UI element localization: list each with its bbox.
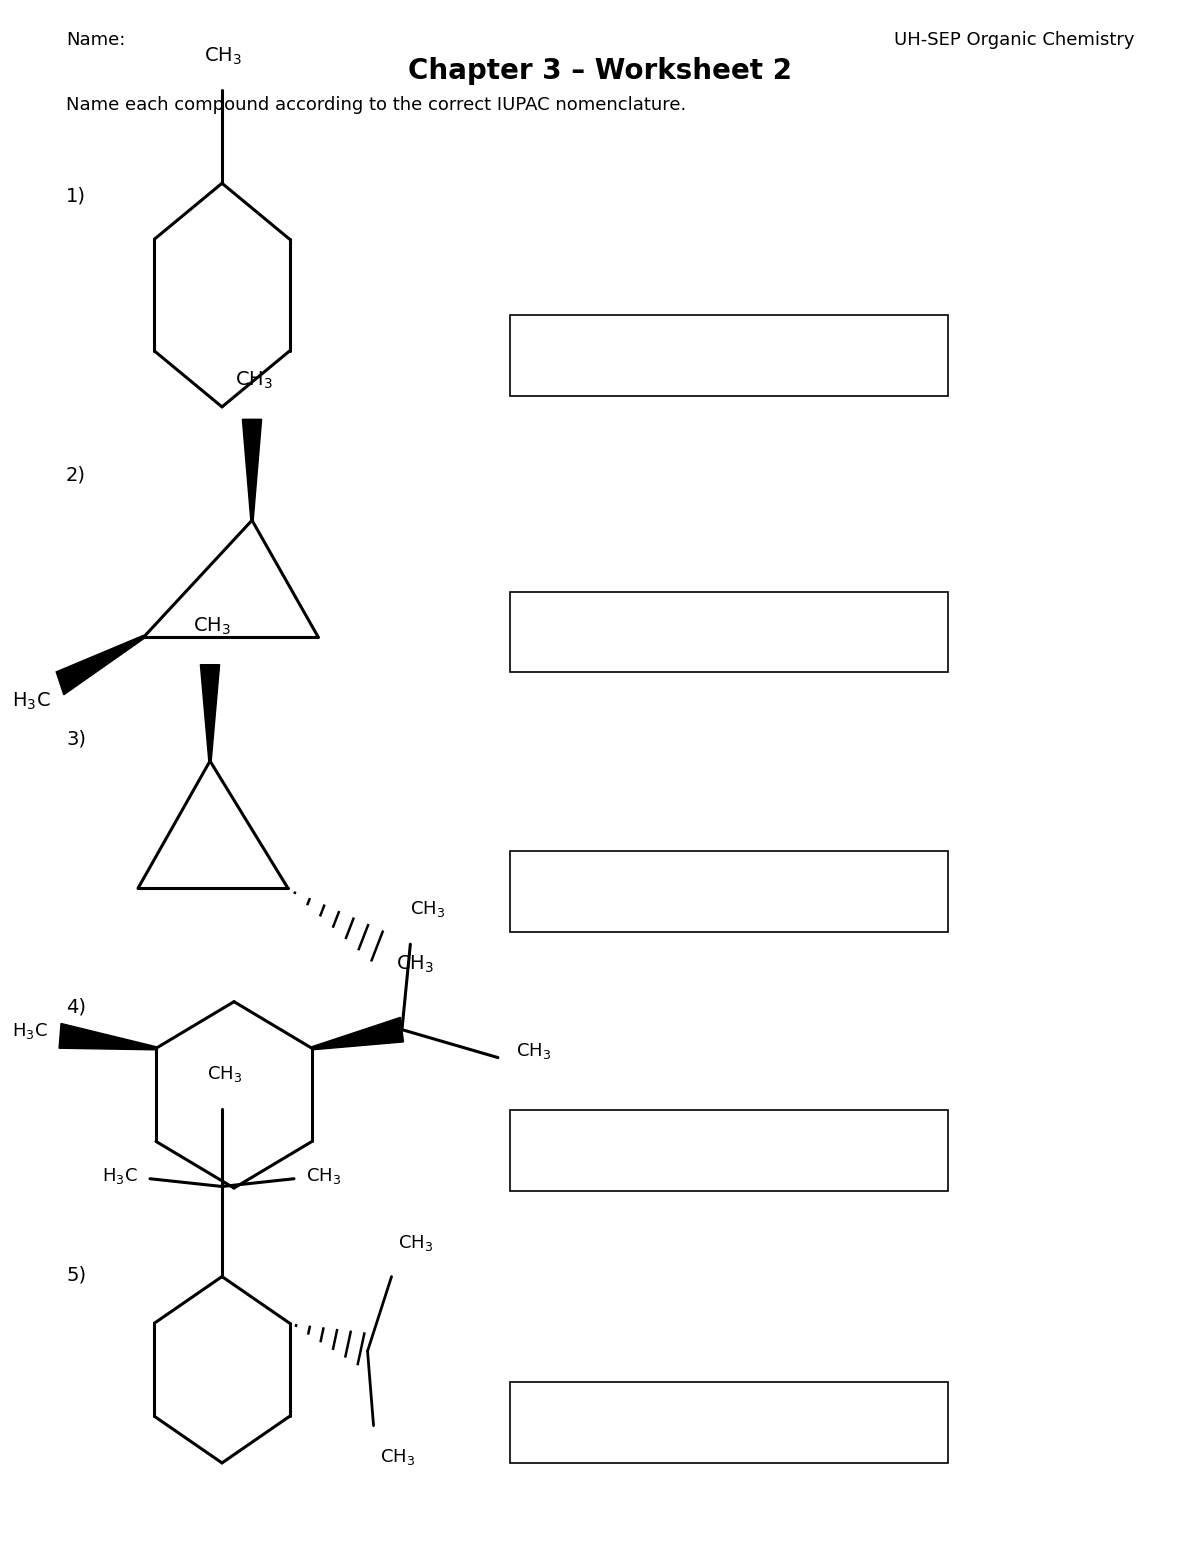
Text: 2): 2)	[66, 466, 86, 485]
Text: H$_3$C: H$_3$C	[12, 1022, 48, 1041]
Text: CH$_3$: CH$_3$	[193, 615, 232, 637]
Text: Name each compound according to the correct IUPAC nomenclature.: Name each compound according to the corr…	[66, 96, 686, 115]
Text: 5): 5)	[66, 1266, 86, 1284]
Polygon shape	[200, 665, 220, 761]
Text: 1): 1)	[66, 186, 86, 205]
Text: CH$_3$: CH$_3$	[516, 1042, 551, 1061]
Text: Chapter 3 – Worksheet 2: Chapter 3 – Worksheet 2	[408, 57, 792, 85]
Text: H$_3$C: H$_3$C	[102, 1166, 138, 1185]
Text: CH$_3$: CH$_3$	[379, 1447, 415, 1468]
Text: UH-SEP Organic Chemistry: UH-SEP Organic Chemistry	[894, 31, 1134, 50]
Bar	[510, 1110, 948, 1191]
Text: 4): 4)	[66, 997, 86, 1016]
Text: H$_3$C: H$_3$C	[12, 691, 50, 713]
Bar	[510, 851, 948, 932]
Text: CH$_3$: CH$_3$	[410, 899, 445, 919]
Text: CH$_3$: CH$_3$	[396, 954, 434, 975]
Text: 3): 3)	[66, 730, 86, 749]
Polygon shape	[242, 419, 262, 520]
Polygon shape	[59, 1023, 156, 1050]
Bar	[510, 1382, 948, 1463]
Text: CH$_3$: CH$_3$	[206, 1064, 242, 1084]
Bar	[510, 315, 948, 396]
Text: CH$_3$: CH$_3$	[306, 1166, 341, 1185]
Text: CH$_3$: CH$_3$	[204, 45, 242, 67]
Text: CH$_3$: CH$_3$	[397, 1233, 433, 1253]
Text: CH$_3$: CH$_3$	[235, 370, 274, 391]
Bar	[510, 592, 948, 672]
Polygon shape	[56, 635, 144, 694]
Text: Name:: Name:	[66, 31, 125, 50]
Polygon shape	[312, 1017, 403, 1050]
